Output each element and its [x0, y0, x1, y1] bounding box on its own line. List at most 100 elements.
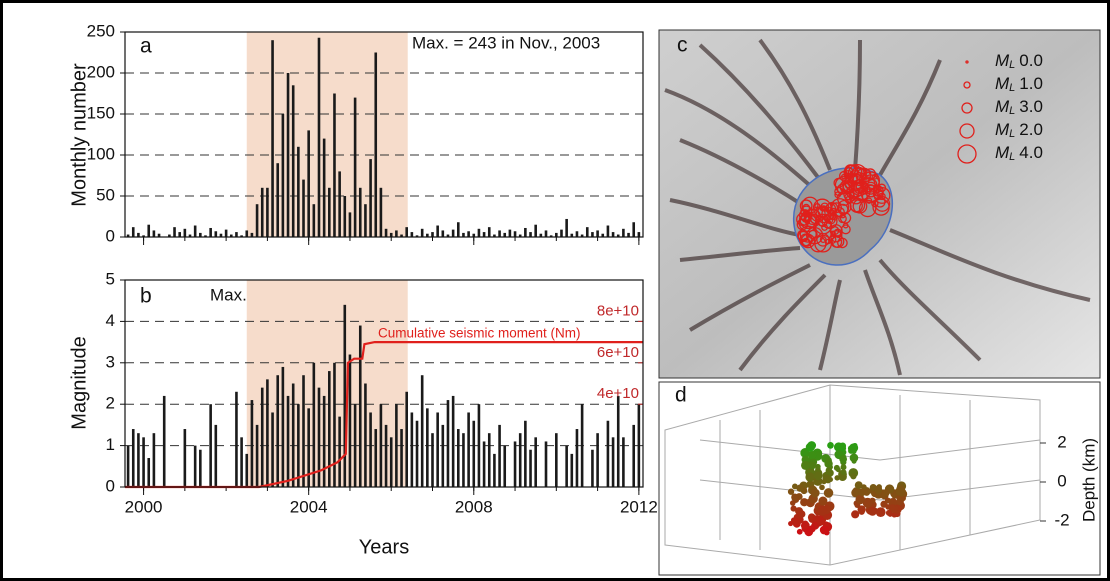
bar [163, 396, 166, 487]
hypocentre-marker [814, 472, 823, 481]
bar [323, 396, 326, 487]
bar [462, 233, 465, 237]
y-tick-label: 100 [87, 144, 115, 163]
bar [638, 232, 641, 237]
bar [282, 114, 285, 237]
bar [545, 441, 548, 487]
bar [173, 227, 176, 237]
bar [235, 232, 238, 237]
hypocentre-marker [834, 475, 839, 480]
bar [261, 188, 264, 237]
hypocentre-marker [821, 479, 826, 484]
bar [338, 417, 341, 487]
bar [576, 231, 579, 237]
bar [632, 425, 635, 487]
legend-symbol: M [995, 51, 1010, 70]
bar [638, 404, 641, 487]
bar [534, 437, 537, 487]
bar [256, 204, 259, 237]
bar [534, 225, 537, 237]
bar [209, 404, 212, 487]
bar [369, 159, 372, 237]
bar [390, 233, 393, 237]
legend-subscript: L [1009, 105, 1015, 117]
y2-tick-label: 6e+10 [597, 344, 639, 361]
bar [199, 233, 202, 237]
x-tick-label: 2008 [455, 497, 493, 516]
hypocentre-marker [798, 510, 806, 518]
bar [266, 188, 269, 237]
bar [266, 379, 269, 487]
hypocentre-marker [827, 442, 834, 449]
bar [596, 230, 599, 237]
bar [586, 227, 589, 237]
depth-tick-label: -2 [1054, 510, 1069, 529]
bar [457, 429, 460, 487]
bar [591, 450, 594, 487]
bar [622, 437, 625, 487]
bar [452, 396, 455, 487]
hypocentre-marker [806, 443, 815, 452]
bar [607, 421, 610, 487]
bar [184, 429, 187, 487]
y-tick-label: 2 [106, 394, 115, 413]
bar [142, 437, 145, 487]
legend-value: 2.0 [1019, 120, 1043, 139]
bar [555, 433, 558, 487]
bar [503, 446, 506, 487]
bar [369, 412, 372, 487]
bar [405, 392, 408, 487]
bar [343, 196, 346, 237]
hypocentre-marker [874, 486, 882, 494]
bar [147, 458, 150, 487]
panel-label: c [677, 34, 688, 57]
bar [313, 363, 316, 487]
bar [612, 437, 615, 487]
bar [235, 392, 238, 487]
bar [215, 425, 218, 487]
depth-tick-label: 2 [1057, 432, 1066, 451]
bar [184, 229, 187, 237]
annotation: Max. = 243 in Nov., 2003 [412, 33, 600, 52]
hypocentre-marker [859, 509, 865, 515]
bar [596, 433, 599, 487]
bar [467, 412, 470, 487]
bar [483, 232, 486, 237]
hypocentre-marker [788, 489, 794, 495]
bar [313, 204, 316, 237]
bar [385, 229, 388, 237]
hypocentre-marker [841, 464, 847, 470]
legend-subscript: L [1009, 151, 1015, 163]
bar [215, 231, 218, 237]
highlight-period [247, 32, 408, 237]
hypocentre-marker [841, 469, 847, 475]
bar [565, 446, 568, 487]
panel-label: b [140, 285, 152, 308]
legend-symbol: M [995, 97, 1010, 116]
hypocentre-marker [885, 498, 891, 504]
hypocentre-marker [808, 525, 815, 532]
x-tick-label: 2000 [125, 497, 163, 516]
legend-label: ML0.0 [995, 51, 1043, 70]
bar [385, 425, 388, 487]
bar [328, 188, 331, 237]
bar [359, 188, 362, 237]
bar [137, 433, 140, 487]
figure: a b c d Max. = 243 in Nov., 2003 Max. = … [0, 0, 1110, 581]
y-tick-label: 200 [87, 62, 115, 81]
hypocentre-marker [856, 495, 865, 504]
bar [282, 367, 285, 487]
hypocentre-marker [808, 451, 816, 459]
bar [132, 227, 135, 237]
bar [514, 441, 517, 487]
bar [514, 231, 517, 237]
bar [349, 355, 352, 487]
bar [297, 404, 300, 487]
depth-axis-label: Depth (km) [1079, 438, 1098, 522]
bar [359, 326, 362, 487]
bar [225, 230, 228, 237]
hypocentre-marker [896, 486, 906, 496]
y-axis-label: Magnitude [68, 336, 90, 429]
bar [153, 433, 156, 487]
